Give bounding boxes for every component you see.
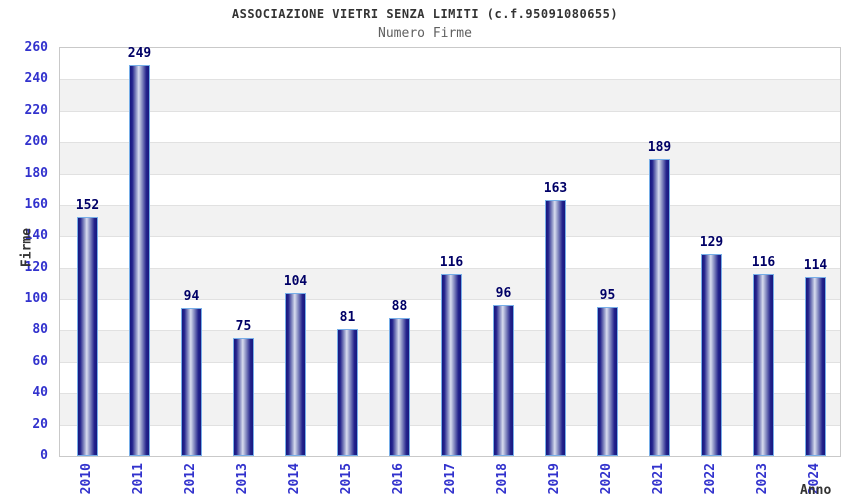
bar-value-label: 152 xyxy=(75,198,100,214)
y-axis-label: Firme xyxy=(19,227,35,268)
y-tick-label: 180 xyxy=(24,165,48,181)
bar-2014 xyxy=(285,292,306,456)
bar-2016 xyxy=(389,317,410,456)
y-tick-label: 20 xyxy=(32,416,48,432)
chart-subtitle: Numero Firme xyxy=(378,26,472,41)
bar-2017 xyxy=(441,273,462,456)
x-tick-label: 2015 xyxy=(338,463,354,495)
x-tick-label: 2010 xyxy=(78,463,94,495)
bar-value-label: 249 xyxy=(127,46,152,62)
bar-2010 xyxy=(77,217,98,456)
bar-2024 xyxy=(805,277,826,456)
y-tick-label: 160 xyxy=(24,196,48,212)
bar-value-label: 114 xyxy=(803,258,828,274)
bar-value-label: 116 xyxy=(439,254,464,270)
bar-2012 xyxy=(181,308,202,456)
background-band xyxy=(60,204,840,237)
bar-2018 xyxy=(493,305,514,456)
x-tick-label: 2014 xyxy=(286,463,302,495)
gridline xyxy=(60,110,840,112)
x-tick-label: 2021 xyxy=(650,463,666,495)
y-tick-label: 240 xyxy=(24,71,48,87)
bar-value-label: 163 xyxy=(543,181,568,197)
chart-title: ASSOCIAZIONE VIETRI SENZA LIMITI (c.f.95… xyxy=(231,7,619,21)
gridline xyxy=(60,236,840,238)
x-tick-label: 2023 xyxy=(754,463,770,495)
x-tick-label: 2012 xyxy=(182,463,198,495)
y-tick-label: 260 xyxy=(24,40,48,55)
background-band xyxy=(60,142,840,174)
x-tick-label: 2019 xyxy=(546,463,562,495)
y-tick-label: 220 xyxy=(24,102,48,118)
y-tick-label: 80 xyxy=(32,322,48,338)
bar-2013 xyxy=(233,338,254,456)
bar-2020 xyxy=(597,306,618,456)
y-tick-label: 120 xyxy=(24,259,48,275)
bar-2011 xyxy=(129,65,150,456)
bar-value-label: 104 xyxy=(283,273,308,289)
gridline xyxy=(60,79,840,81)
x-tick-label: 2017 xyxy=(442,463,458,495)
background-band xyxy=(60,48,840,80)
bar-value-label: 88 xyxy=(391,298,408,314)
x-axis-label: Anno xyxy=(800,483,832,498)
bar-2021 xyxy=(649,159,670,456)
bar-value-label: 189 xyxy=(647,140,672,156)
plot-area: 152 249 94 75 104 81 88 116 96 163 95 189 129 116 114 xyxy=(59,46,841,457)
y-tick-label: 60 xyxy=(32,353,48,369)
x-tick-label: 2022 xyxy=(702,463,718,495)
background-band xyxy=(60,173,840,205)
x-tick-label: 2020 xyxy=(598,463,614,495)
gridline xyxy=(60,142,840,144)
gridline xyxy=(60,173,840,175)
bar-2022 xyxy=(701,253,722,456)
background-band xyxy=(60,79,840,111)
bar-value-label: 94 xyxy=(183,289,200,305)
y-tick-label: 0 xyxy=(40,448,48,463)
x-tick-label: 2013 xyxy=(234,463,250,495)
gridline xyxy=(60,267,840,269)
bar-2023 xyxy=(753,273,774,456)
x-tick-label: 2018 xyxy=(494,463,510,495)
y-tick-label: 40 xyxy=(32,385,48,401)
x-tick-label: 2016 xyxy=(390,463,406,495)
bar-value-label: 116 xyxy=(751,254,776,270)
bar-value-label: 96 xyxy=(495,286,512,302)
y-tick-label: 200 xyxy=(24,134,48,150)
bar-value-label: 75 xyxy=(235,319,252,335)
bar-value-label: 95 xyxy=(599,287,616,303)
bar-2015 xyxy=(337,328,358,456)
y-tick-label: 140 xyxy=(24,228,48,244)
bar-value-label: 81 xyxy=(339,309,356,325)
bar-value-label: 129 xyxy=(699,234,724,250)
gridline xyxy=(60,204,840,206)
bar-2019 xyxy=(545,200,566,456)
x-tick-label: 2011 xyxy=(130,463,146,495)
y-tick-label: 100 xyxy=(24,291,48,307)
background-band xyxy=(60,110,840,143)
